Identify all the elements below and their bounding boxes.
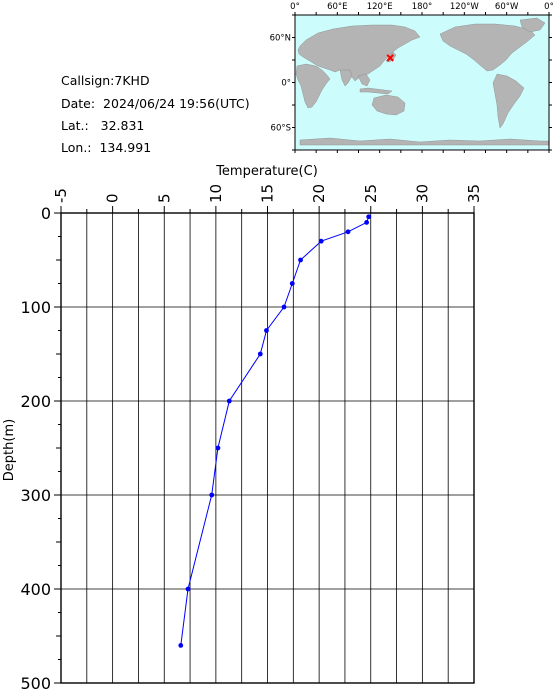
map-top-tick-label: 120°E: [367, 2, 393, 12]
callsign-label: Callsign:: [61, 73, 115, 88]
data-point: [281, 304, 287, 310]
date-line: Date: 2024/06/24 19:56(UTC): [61, 96, 250, 111]
x-tick-label: 5: [155, 193, 173, 203]
map-top-tick-label: 120°W: [450, 2, 479, 12]
data-point: [366, 214, 372, 220]
y-tick-label: 300: [20, 486, 51, 505]
lat-label: Lat.:: [61, 118, 89, 133]
land-south-america: [492, 73, 525, 129]
data-point: [257, 351, 263, 357]
land-north-america: [439, 23, 536, 72]
callsign-line: Callsign:7KHD: [61, 73, 150, 88]
land-indonesia: [359, 87, 393, 95]
x-tick-labels: -5 0 5 10 15 20 25 30 35: [52, 184, 483, 203]
y-tick-label: 100: [20, 298, 51, 317]
y-tick-label: 500: [20, 674, 51, 690]
map-top-labels: 0° 60°E 120°E 180° 120°W 60°W 0°: [290, 2, 553, 12]
map-ticks: [292, 12, 552, 153]
lon-line: Lon.: 134.991: [61, 140, 151, 155]
lon-label: Lon.:: [61, 140, 92, 155]
map-top-tick-label: 0°: [290, 2, 300, 12]
land-greenland: [519, 17, 546, 33]
land-eurasia: [297, 24, 421, 82]
date-value: 2024/06/24 19:56(UTC): [103, 96, 250, 111]
map-left-tick-label: 0°: [281, 79, 291, 89]
land-africa: [295, 63, 331, 109]
x-axis-title: Temperature(C): [215, 164, 318, 179]
x-tick-label: 15: [259, 184, 277, 203]
data-point: [298, 257, 303, 263]
data-point: [345, 229, 351, 235]
station-marker: [386, 54, 394, 62]
data-point: [185, 586, 191, 592]
location-map: 0° 60°E 120°E 180° 120°W 60°W 0° 60°N 0° 60°S: [270, 2, 553, 153]
map-left-labels: 60°N 0° 60°S: [270, 34, 291, 134]
map-top-tick-label: 60°E: [327, 2, 347, 12]
data-point: [215, 445, 221, 451]
temperature-profile-line: [180, 216, 370, 646]
lat-value: 32.831: [100, 118, 145, 133]
date-label: Date:: [61, 96, 96, 111]
data-point: [318, 238, 324, 244]
land-australia: [371, 94, 406, 116]
data-point: [289, 281, 295, 286]
data-point: [264, 328, 269, 333]
map-top-tick-label: 180°: [412, 2, 432, 12]
land-india: [339, 69, 353, 87]
map-land: [295, 17, 550, 146]
x-tick-label: 25: [362, 184, 380, 203]
x-tick-label: 35: [465, 184, 483, 203]
x-tick-label: 0: [104, 193, 122, 203]
lat-line: Lat.: 32.831: [61, 118, 144, 133]
data-point: [364, 220, 370, 225]
y-tick-label: 0: [41, 204, 51, 223]
data-point: [226, 398, 232, 404]
y-tick-label: 400: [20, 580, 51, 599]
x-tick-marks: [60, 206, 475, 213]
y-tick-label: 200: [20, 392, 51, 411]
callsign-value: 7KHD: [114, 73, 150, 88]
y-tick-labels: 0 100 200 300 400 500: [20, 204, 51, 690]
x-tick-label: 30: [413, 184, 431, 203]
map-marker-group: [386, 54, 394, 62]
series-group: [178, 214, 372, 648]
land-se-asia: [357, 73, 371, 87]
lon-value: 134.991: [99, 140, 152, 155]
x-tick-label: -5: [52, 188, 70, 203]
data-point: [178, 643, 184, 648]
map-left-tick-label: 60°S: [271, 124, 291, 134]
x-tick-label: 10: [207, 184, 225, 203]
map-top-tick-label: 60°W: [495, 2, 519, 12]
map-top-tick-label: 0°: [544, 2, 553, 12]
x-tick-label: 20: [310, 184, 328, 203]
map-left-tick-label: 60°N: [270, 34, 291, 44]
grid-lines: [61, 213, 474, 683]
y-tick-marks: [54, 212, 61, 684]
y-axis-title: Depth(m): [2, 419, 17, 481]
data-point: [209, 492, 215, 498]
